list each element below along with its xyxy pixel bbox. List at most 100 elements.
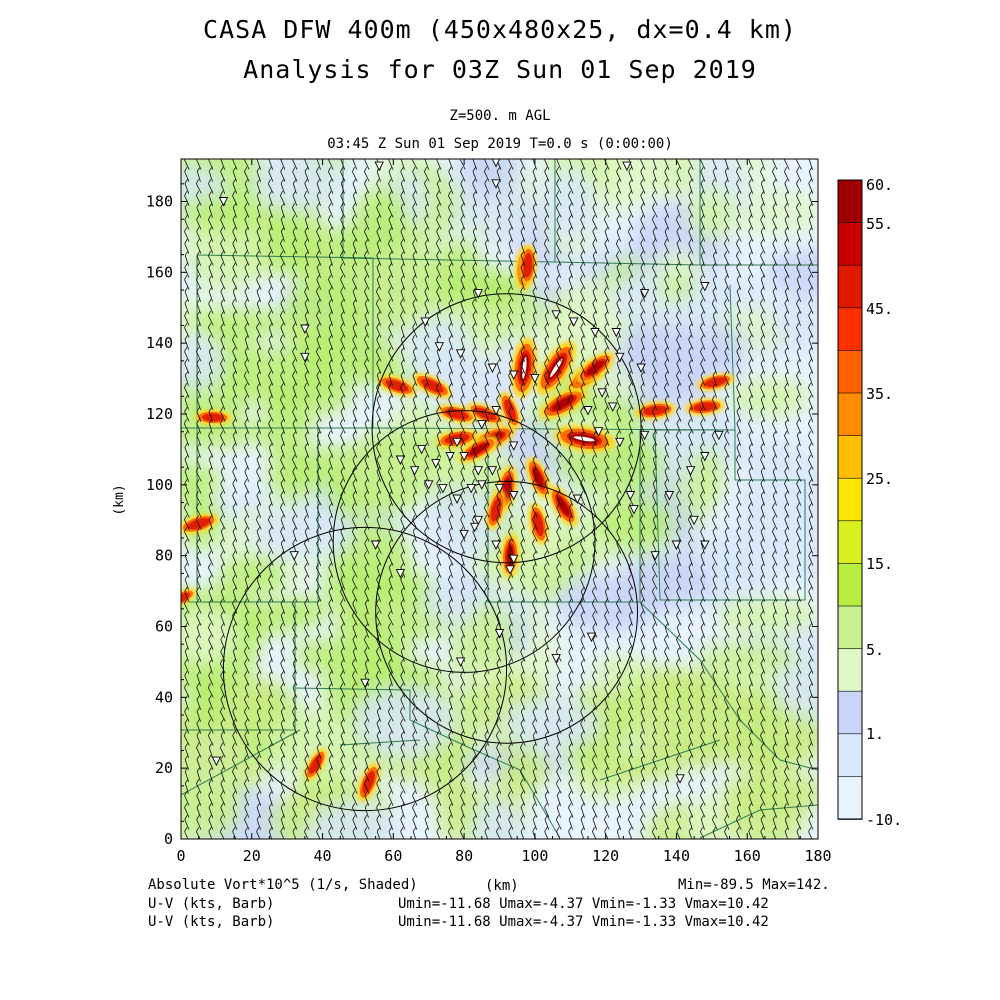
barb-flag: [808, 226, 813, 232]
barb-shaft: [508, 171, 514, 182]
wind-barb: [316, 214, 322, 230]
barb-flag: [543, 250, 547, 256]
wind-barb: [412, 190, 418, 206]
barb-shaft: [484, 255, 489, 266]
barb-shaft: [808, 255, 814, 266]
barb-shaft: [376, 219, 382, 230]
barb-flag: [364, 250, 368, 256]
barb-flag: [580, 238, 584, 244]
wind-barb: [448, 262, 454, 278]
wind-barb: [364, 238, 369, 254]
barb-shaft: [220, 219, 226, 230]
barb-shaft: [292, 195, 298, 206]
wind-barb: [532, 238, 538, 254]
wind-barb: [508, 238, 514, 254]
barb-flag: [327, 214, 331, 220]
wind-barb: [388, 190, 394, 206]
barb-flag: [316, 214, 321, 220]
barb-shaft: [256, 183, 262, 194]
barb-flag: [472, 250, 476, 256]
barb-flag: [400, 226, 404, 232]
wind-barb: [580, 262, 586, 278]
barb-flag: [376, 214, 381, 220]
wind-barb: [304, 166, 310, 182]
barb-shaft: [508, 255, 514, 266]
wind-barb: [508, 250, 514, 266]
barb-shaft: [544, 207, 550, 218]
barb-shaft: [580, 231, 586, 242]
barb-flag: [580, 250, 584, 256]
wind-barb: [256, 202, 261, 218]
barb-flag: [508, 226, 512, 232]
barb-flag: [604, 178, 609, 184]
wind-barb: [280, 250, 286, 266]
barb-shaft: [700, 171, 706, 182]
barb-flag: [712, 250, 717, 256]
barb-shaft: [508, 243, 514, 254]
barb-shaft: [340, 231, 345, 242]
barb-flag: [316, 178, 321, 184]
barb-flag: [340, 202, 344, 208]
barb-shaft: [748, 207, 753, 218]
barb-shaft: [184, 195, 190, 206]
shading-patch: [249, 508, 352, 560]
barb-shaft: [700, 231, 706, 242]
vort-contour-45: [693, 402, 717, 412]
barb-shaft: [688, 159, 694, 170]
wind-barb: [760, 214, 766, 230]
shading-patch: [770, 506, 818, 584]
wind-barb: [304, 226, 310, 242]
barb-flag: [772, 166, 776, 172]
vorticity-maximum: [685, 398, 725, 416]
barb-flag: [495, 190, 499, 196]
barb-shaft: [220, 255, 226, 266]
wind-barb: [544, 202, 550, 218]
barb-shaft: [520, 171, 526, 182]
barb-flag: [508, 166, 512, 172]
wind-barb: [544, 190, 550, 206]
wind-barb: [664, 238, 670, 254]
barb-shaft: [760, 207, 766, 218]
barb-flag: [712, 214, 716, 220]
wind-barb: [280, 178, 285, 194]
barb-shaft: [388, 267, 394, 278]
barb-shaft: [412, 267, 417, 278]
wind-barb: [796, 238, 802, 254]
wind-barb: [232, 202, 237, 218]
barb-shaft: [400, 243, 406, 254]
barb-flag: [448, 262, 452, 268]
barb-shaft: [735, 255, 742, 266]
wind-barb: [760, 238, 766, 254]
barb-shaft: [616, 231, 621, 242]
wind-barb: [472, 238, 478, 254]
wind-barb: [568, 178, 574, 194]
barb-flag: [448, 166, 452, 172]
barb-shaft: [628, 243, 634, 254]
wind-barb: [532, 214, 537, 230]
barb-flag: [664, 178, 668, 184]
barb-flag: [472, 262, 476, 268]
wind-barb: [736, 190, 742, 206]
barb-shaft: [340, 159, 346, 170]
wind-barb: [616, 178, 622, 194]
wind-barb: [388, 202, 394, 218]
barb-shaft: [604, 183, 609, 194]
barb-flag: [724, 238, 728, 244]
wind-barb: [772, 159, 778, 170]
barb-flag: [196, 262, 200, 268]
wind-barb: [400, 190, 406, 206]
barb-shaft: [628, 219, 634, 230]
barb-shaft: [436, 195, 442, 206]
barb-shaft: [256, 267, 262, 278]
wind-barb: [328, 202, 334, 218]
barb-flag: [640, 214, 644, 220]
barb-shaft: [424, 255, 430, 266]
barb-flag: [736, 202, 741, 208]
barb-shaft: [664, 183, 670, 194]
barb-flag: [760, 178, 765, 184]
wind-barb: [664, 178, 670, 194]
barb-shaft: [448, 207, 454, 218]
barb-shaft: [712, 231, 718, 242]
barb-shaft: [484, 183, 490, 194]
barb-shaft: [640, 207, 646, 218]
